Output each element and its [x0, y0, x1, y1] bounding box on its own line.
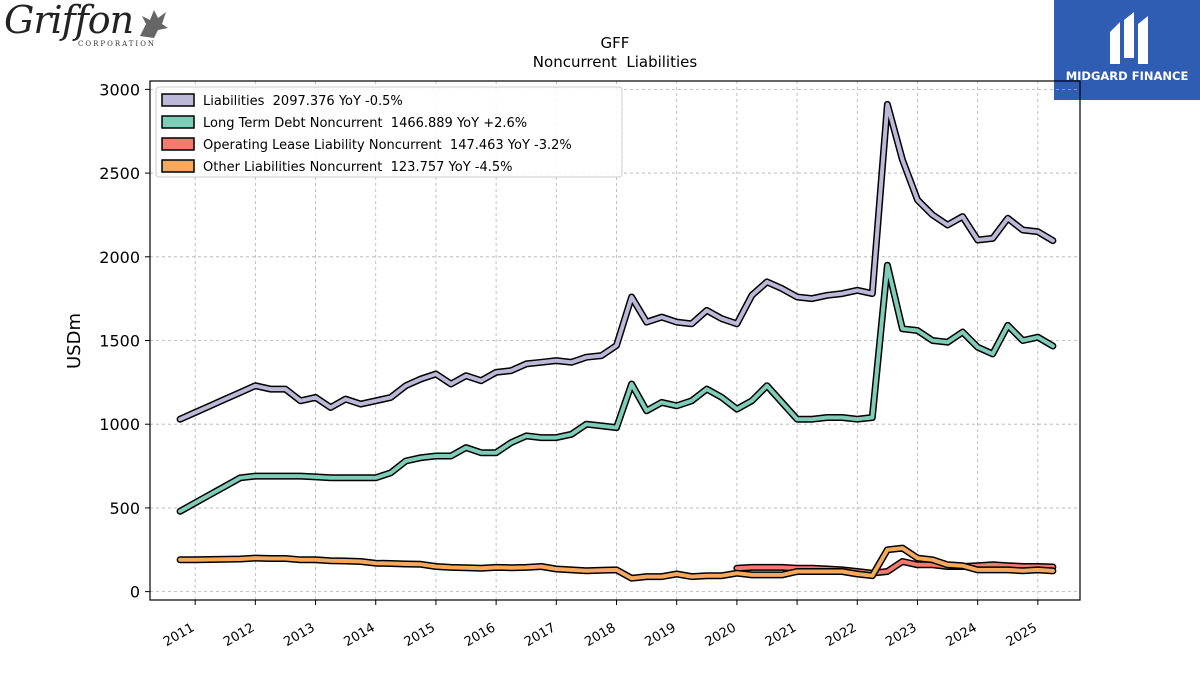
x-tick-label: 2018 [582, 620, 618, 650]
legend-swatch [161, 115, 195, 129]
y-tick-label: 1500 [99, 332, 140, 351]
legend-entry: Operating Lease Liability Noncurrent 147… [203, 138, 572, 153]
x-tick-label: 2024 [944, 620, 980, 650]
legend-swatch [161, 137, 195, 151]
x-tick-label: 2020 [703, 620, 739, 650]
griffon-logo: Griffon CORPORATION [4, 0, 174, 50]
legend-entry: Long Term Debt Noncurrent 1466.889 YoY +… [203, 116, 527, 131]
series-line-other-liabilities-noncurrent [178, 546, 1055, 581]
y-tick-label: 500 [109, 499, 140, 518]
y-tick-label: 2500 [99, 164, 140, 183]
x-tick-label: 2012 [221, 620, 257, 650]
griffon-logo-subtitle: CORPORATION [78, 40, 157, 48]
x-tick-label: 2025 [1004, 620, 1040, 650]
griffin-icon [140, 10, 168, 38]
y-axis-label: USDm [64, 313, 85, 369]
y-tick-label: 1000 [99, 415, 140, 434]
x-tick-label: 2016 [462, 620, 498, 650]
x-tick-label: 2011 [161, 620, 197, 650]
series-line-liabilities [178, 102, 1055, 422]
midgard-emblem-icon [1110, 12, 1148, 64]
series-lines [176, 100, 1057, 582]
legend-swatch [161, 159, 195, 173]
midgard-finance-name: MIDGARD FINANCE [1065, 69, 1189, 83]
x-tick-label: 2017 [522, 620, 558, 650]
legend-entry: Liabilities 2097.376 YoY -0.5% [203, 94, 403, 109]
x-tick-label: 2019 [643, 620, 679, 650]
chart-title: GFF [601, 34, 630, 52]
x-tick-label: 2023 [883, 620, 919, 650]
legend-swatch [161, 93, 195, 107]
x-tick-label: 2013 [281, 620, 317, 650]
x-tick-label: 2015 [402, 620, 438, 650]
x-tick-label: 2021 [763, 620, 799, 650]
x-tick-label: 2014 [342, 620, 378, 650]
legend: Liabilities 2097.376 YoY -0.5% Long Term … [155, 86, 623, 178]
x-tick-label: 2022 [823, 620, 859, 650]
y-tick-label: 0 [130, 583, 140, 602]
legend-box [155, 86, 623, 178]
y-tick-label: 2000 [99, 248, 140, 267]
griffon-logo-name: Griffon [4, 0, 134, 42]
chart-subtitle: Noncurrent Liabilities [533, 53, 698, 71]
y-tick-label: 3000 [99, 80, 140, 99]
legend-entry: Other Liabilities Noncurrent 123.757 YoY… [203, 160, 513, 175]
series-line-long-term-debt-noncurrent [178, 263, 1055, 514]
midgard-finance-logo: MIDGARD FINANCE [1054, 0, 1200, 100]
series-line-operating-lease-liability-noncurrent [734, 559, 1055, 576]
plot-frame [149, 80, 1081, 601]
